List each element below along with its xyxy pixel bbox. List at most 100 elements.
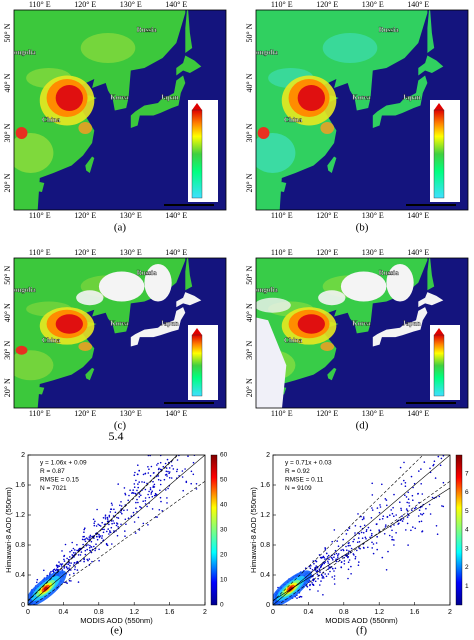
- cloud: [256, 317, 287, 408]
- lon-label: 130° E: [120, 211, 142, 220]
- density-point: [324, 561, 327, 563]
- island: [418, 292, 444, 308]
- density-point: [133, 486, 136, 489]
- density-point: [371, 541, 373, 544]
- scale-bar: [406, 402, 456, 404]
- lat-label: 20° N: [245, 173, 254, 192]
- x-tick-label: 1.6: [165, 609, 175, 616]
- density-point: [391, 536, 393, 538]
- x-tick-label: 0: [271, 609, 275, 616]
- island: [427, 258, 435, 291]
- density-point: [371, 494, 374, 496]
- aerosol-patch: [322, 33, 378, 63]
- density-point: [393, 524, 395, 526]
- density-point: [164, 462, 167, 465]
- density-point: [133, 483, 136, 485]
- density-point: [146, 505, 148, 508]
- density-point: [393, 544, 395, 546]
- density-point: [417, 515, 420, 517]
- density-point: [182, 452, 184, 454]
- density-point: [348, 550, 350, 552]
- density-point: [167, 487, 169, 490]
- colorbar-label: 0: [220, 602, 224, 609]
- density-point: [401, 520, 404, 522]
- island: [275, 182, 287, 192]
- density-point: [192, 473, 195, 476]
- density-point: [124, 493, 127, 496]
- x-tick-label: 1.6: [410, 609, 420, 616]
- density-point: [331, 540, 334, 543]
- density-point: [106, 516, 109, 519]
- density-point: [435, 525, 438, 527]
- density-point: [101, 535, 103, 537]
- colorbar-label: 40: [220, 502, 228, 509]
- density-point: [322, 575, 324, 578]
- density-point: [412, 526, 414, 528]
- density-point: [172, 468, 175, 470]
- aerosol-patch: [14, 133, 54, 173]
- lon-label: 120° E: [316, 211, 338, 220]
- density-point: [63, 567, 65, 569]
- density-point: [420, 520, 423, 523]
- density-point: [101, 537, 103, 539]
- density-point: [95, 543, 97, 545]
- density-point: [163, 478, 166, 481]
- density-point: [410, 529, 412, 532]
- panel-label: (b): [356, 222, 369, 234]
- land: [14, 258, 202, 408]
- density-point: [442, 505, 445, 508]
- density-point: [439, 464, 442, 467]
- density-point: [300, 596, 303, 598]
- density-point: [171, 440, 173, 442]
- density-point: [370, 517, 373, 519]
- density-point: [379, 504, 381, 506]
- density-point: [347, 544, 350, 547]
- density-point: [109, 531, 111, 533]
- density-point: [324, 558, 326, 560]
- colorbar: [191, 334, 203, 397]
- density-point: [137, 473, 139, 476]
- lon-label: 130° E: [362, 409, 384, 418]
- density-point: [423, 461, 426, 463]
- density-point: [106, 518, 109, 520]
- density-point: [441, 505, 443, 507]
- density-point: [418, 435, 420, 437]
- density-point: [142, 500, 144, 503]
- colorbar-label: 10: [220, 577, 228, 584]
- density-point: [125, 523, 127, 525]
- density-point: [116, 534, 119, 537]
- density-point: [275, 607, 277, 609]
- lat-label: 20° N: [3, 173, 12, 192]
- fit-statistic: R = 0.92: [285, 468, 310, 475]
- place-label: China: [284, 116, 303, 124]
- place-label: China: [42, 116, 61, 124]
- x-axis-label: MODIS AOD (550nm): [325, 616, 398, 625]
- density-point: [83, 538, 85, 541]
- density-point: [389, 514, 391, 516]
- density-point: [61, 550, 63, 552]
- density-point: [315, 565, 318, 567]
- density-point: [312, 579, 315, 582]
- island: [418, 55, 444, 76]
- density-point: [137, 483, 139, 485]
- density-point: [383, 533, 386, 535]
- lon-label: 130° E: [120, 0, 142, 9]
- fit-statistic: RMSE = 0.11: [285, 477, 324, 484]
- lon-label: 130° E: [120, 409, 142, 418]
- density-point: [345, 545, 347, 548]
- density-point: [345, 533, 348, 535]
- density-point: [350, 547, 353, 550]
- density-point: [357, 564, 360, 566]
- density-point: [98, 548, 100, 551]
- cloud: [76, 290, 104, 306]
- density-point: [102, 517, 105, 519]
- density-point: [185, 440, 187, 442]
- density-point: [136, 489, 138, 492]
- density-point: [371, 482, 374, 485]
- y-tick-label: 0: [21, 602, 25, 609]
- density-point: [166, 458, 169, 461]
- density-point: [159, 468, 162, 471]
- density-point: [381, 556, 384, 559]
- density-point: [164, 474, 167, 476]
- plot-frame: [272, 454, 451, 606]
